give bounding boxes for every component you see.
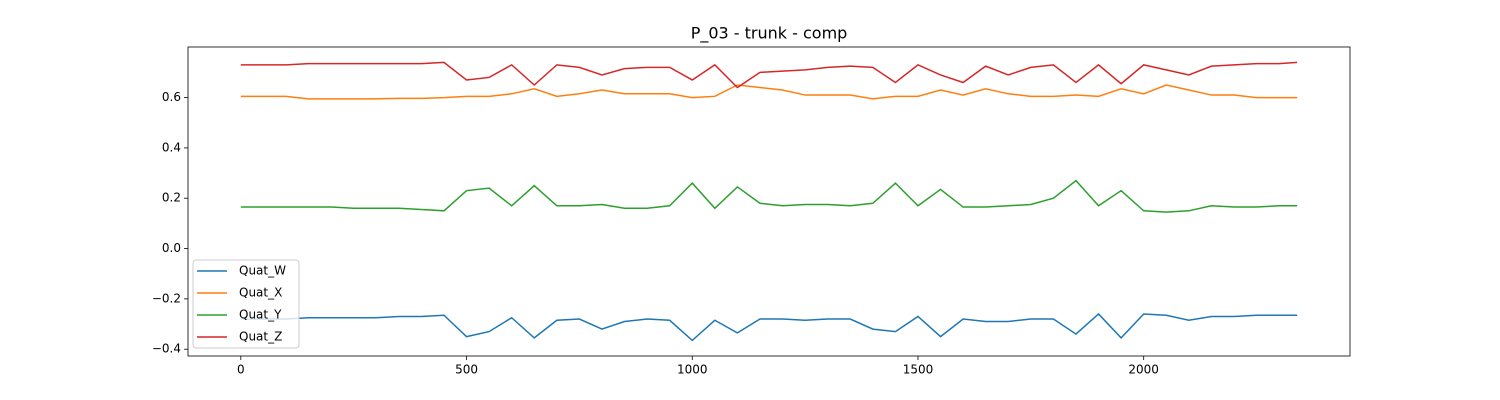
x-tick-label: 2000 [1128, 363, 1159, 377]
legend-label: Quat_Z [239, 330, 282, 344]
y-tick-label: −0.4 [152, 342, 181, 356]
y-tick-label: 0.2 [162, 191, 181, 205]
data-line [240, 312, 1298, 342]
legend-label: Quat_X [239, 286, 282, 300]
data-line [240, 84, 1298, 100]
legend: Quat_W Quat_X Quat_Y Quat_Z [192, 259, 300, 349]
x-tick-label: 0 [237, 363, 245, 377]
chart-title: P_03 - trunk - comp [691, 24, 848, 44]
y-tick-label: 0.6 [162, 90, 181, 104]
x-tick-label: 1500 [903, 363, 934, 377]
legend-label: Quat_W [239, 264, 286, 278]
y-tick-label: 0.0 [162, 241, 181, 255]
x-tick-label: 500 [455, 363, 478, 377]
y-tick-label: 0.4 [162, 140, 181, 154]
plot-frame [187, 46, 1351, 357]
legend-label: Quat_Y [239, 308, 282, 322]
legend-box [192, 259, 300, 349]
data-line [240, 179, 1298, 213]
x-tick-label: 1000 [677, 363, 708, 377]
data-line [240, 61, 1298, 89]
y-tick-label: −0.2 [152, 291, 181, 305]
